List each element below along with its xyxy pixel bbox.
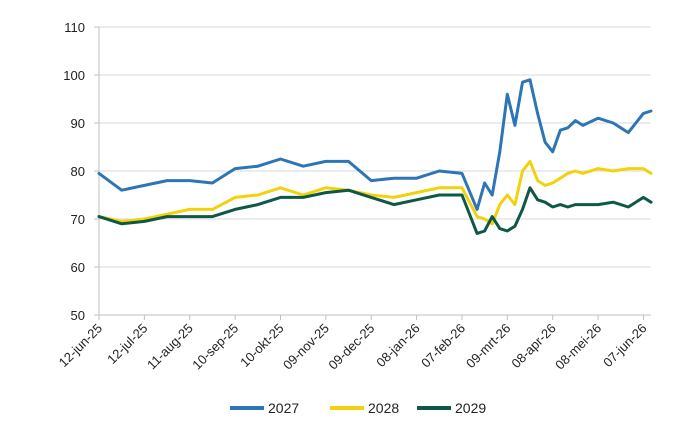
y-tick-label: 80 — [71, 164, 85, 179]
x-tick-label: 08-apr-26 — [508, 321, 558, 371]
series-line-2029 — [97, 186, 653, 235]
series-lines — [97, 78, 653, 235]
x-tick-label: 10-okt-25 — [237, 321, 286, 370]
y-tick-label: 70 — [71, 212, 85, 227]
legend: 2027 2028 2029 — [230, 400, 486, 416]
x-tick-label: 09-nov-25 — [280, 321, 332, 373]
x-tick-label: 07-jun-26 — [600, 321, 649, 370]
x-tick-label: 08-jan-26 — [373, 321, 422, 370]
legend-label-2027: 2027 — [268, 400, 299, 416]
y-tick-label: 50 — [71, 308, 85, 323]
y-tick-label: 90 — [71, 116, 85, 131]
x-tick-label: 12-jul-25 — [104, 321, 150, 367]
y-axis-ticks: 50 60 70 80 90 100 110 — [63, 20, 99, 323]
x-tick-label: 09-dec-25 — [325, 321, 377, 373]
x-tick-label: 09-mrt-26 — [463, 321, 513, 371]
x-tick-label: 12-jun-25 — [56, 321, 105, 370]
x-tick-label: 08-mei-26 — [552, 321, 604, 373]
legend-label-2028: 2028 — [368, 400, 399, 416]
x-tick-label: 11-aug-25 — [144, 321, 196, 373]
series-line-2027 — [97, 78, 653, 211]
y-tick-label: 60 — [71, 260, 85, 275]
gridlines — [99, 26, 651, 268]
legend-label-2029: 2029 — [455, 400, 486, 416]
y-tick-label: 110 — [64, 20, 85, 35]
x-tick-label: 10-sep-25 — [189, 321, 241, 373]
y-tick-label: 100 — [63, 68, 85, 83]
x-tick-label: 07-feb-26 — [418, 321, 468, 371]
x-axis-ticks: 12-jun-2512-jul-2511-aug-2510-sep-2510-o… — [56, 315, 650, 373]
series-line-2028 — [97, 159, 653, 226]
